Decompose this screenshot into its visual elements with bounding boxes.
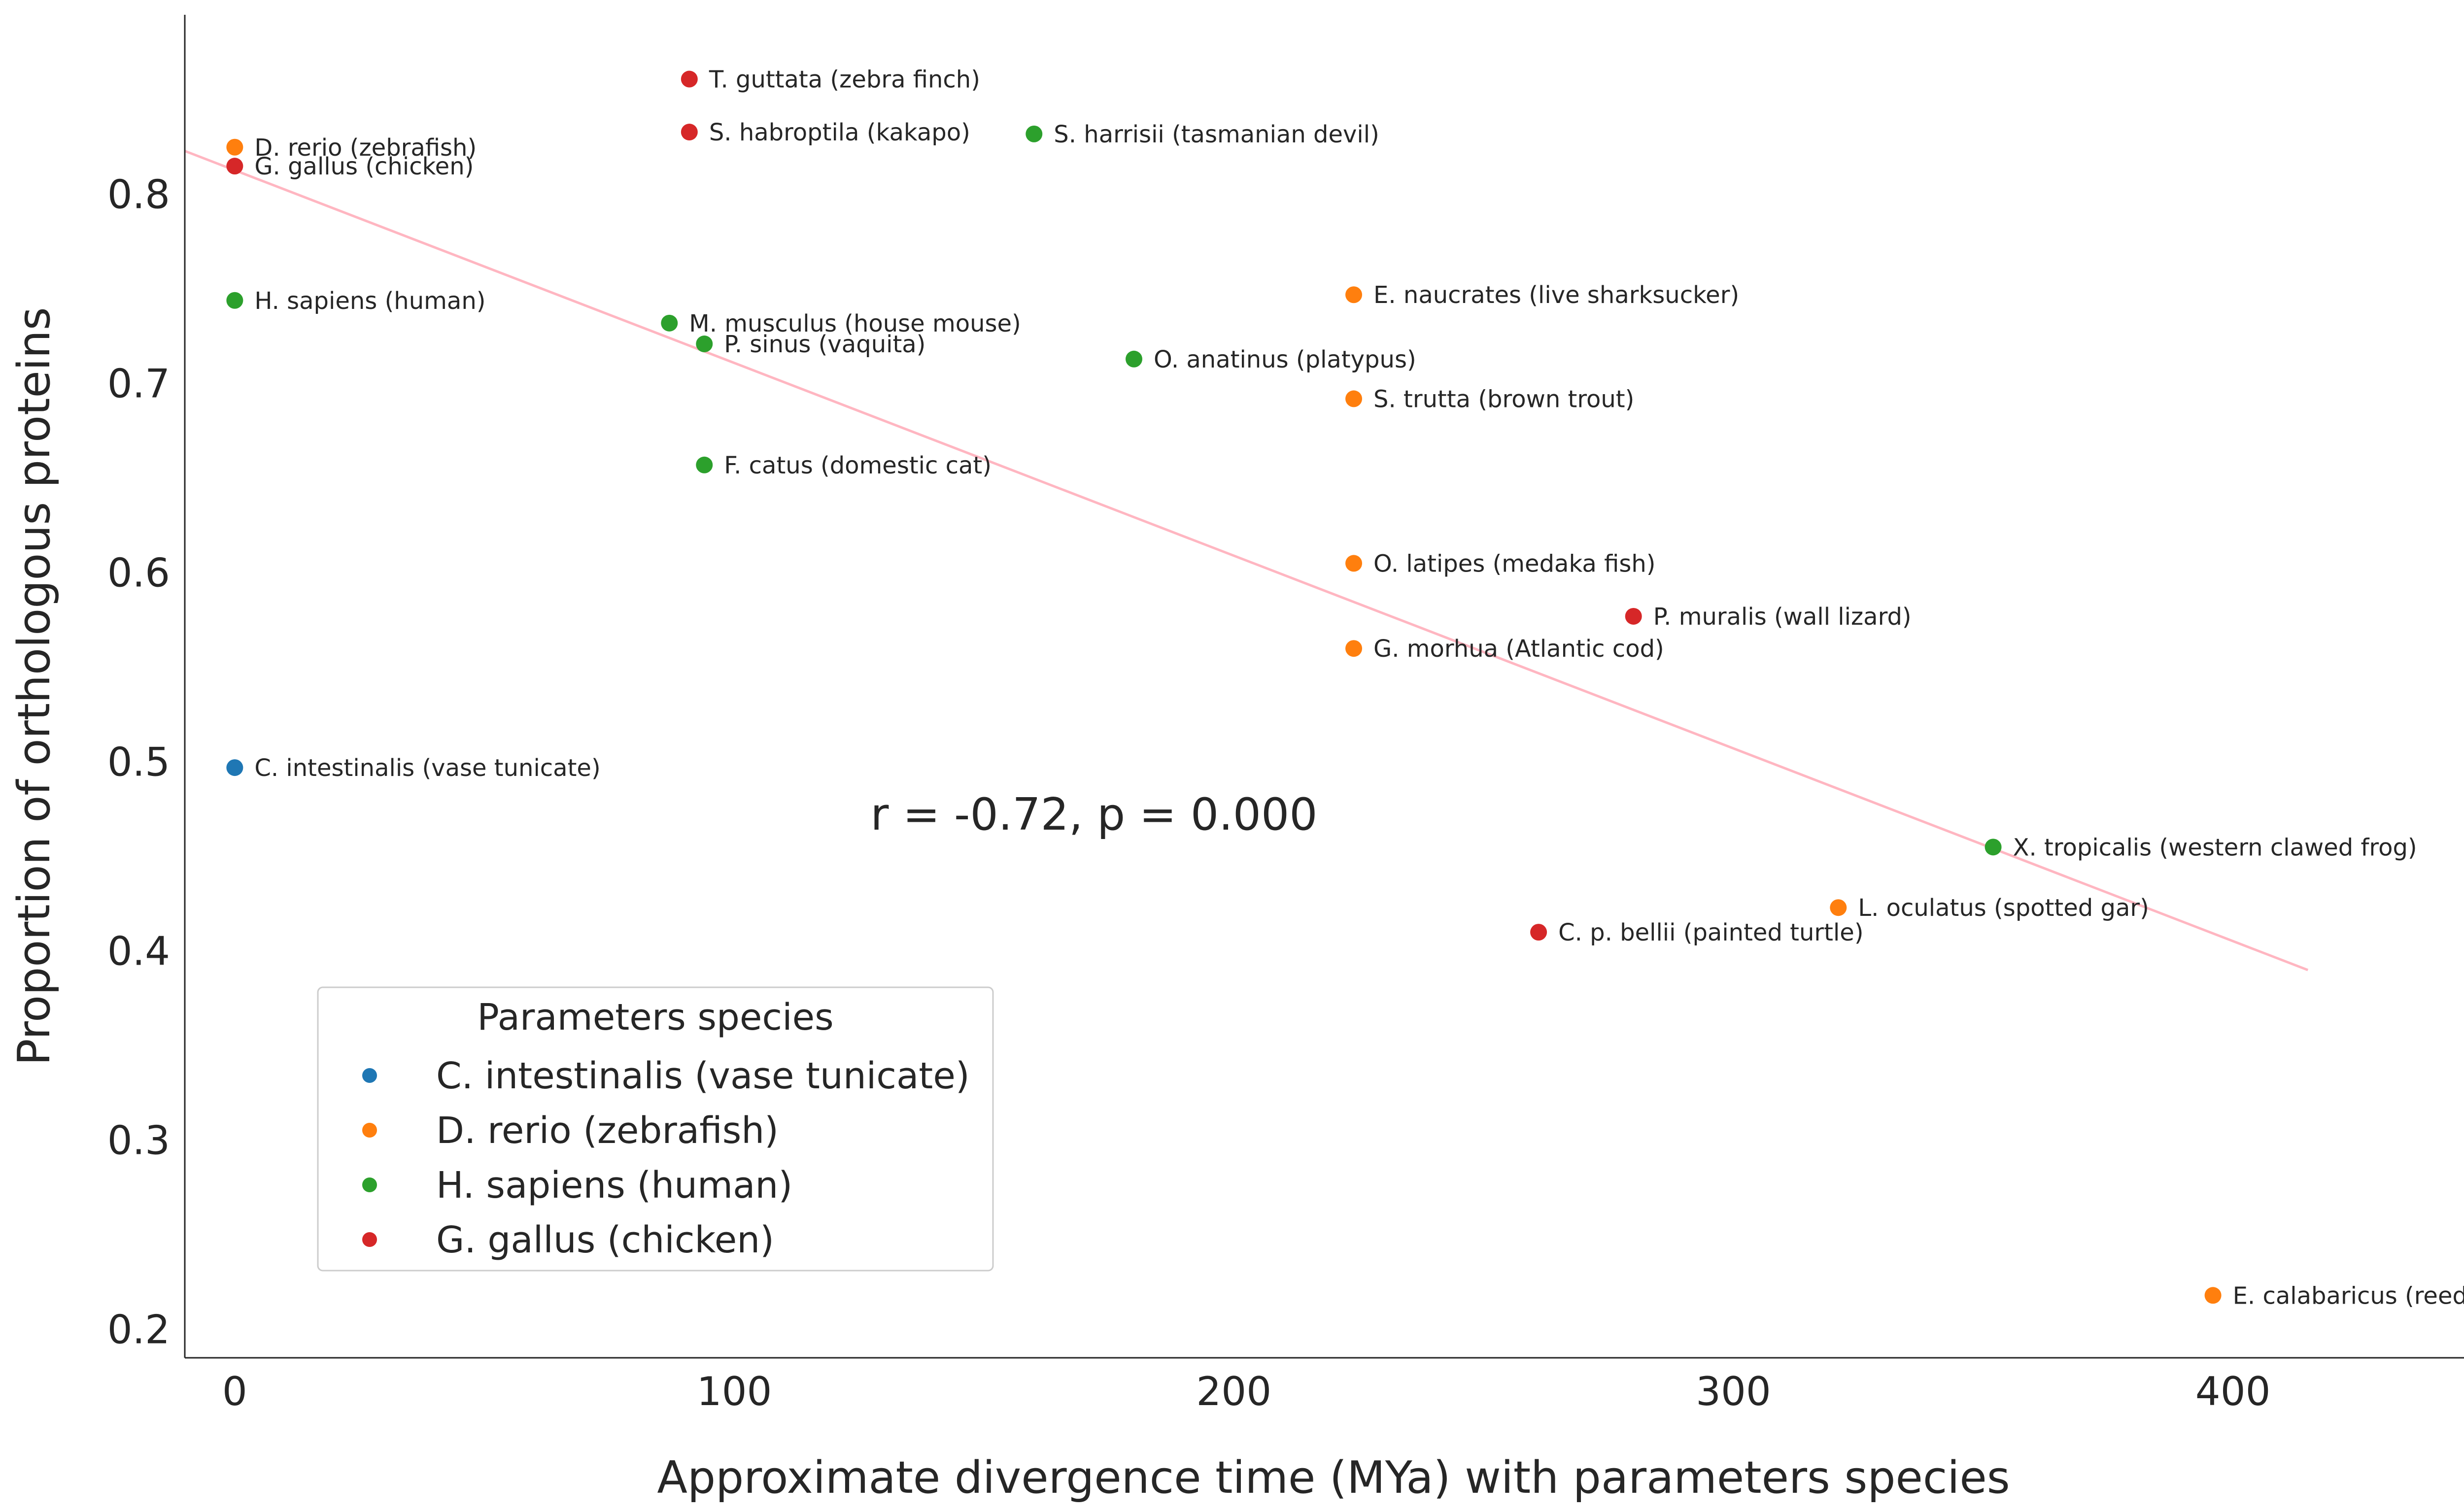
legend-marker: [362, 1177, 377, 1192]
points-layer: [226, 70, 2222, 1304]
point-label: H. sapiens (human): [254, 287, 485, 315]
point-label: T. guttata (zebra finch): [709, 66, 980, 94]
legend-marker: [362, 1068, 377, 1083]
point-label: E. calabaricus (reedfish): [2233, 1282, 2464, 1310]
legend-frame: [317, 986, 994, 1272]
tick-labels: 0 100 200 300 400 0.2 0.3 0.4 0.5 0.6 0.7 0.8: [107, 172, 2271, 1414]
data-point: [661, 314, 678, 332]
point-label: D. rerio (zebrafish): [254, 134, 477, 162]
y-axis-title: Proportion of orthologous proteins: [8, 307, 60, 1065]
x-tick-label: 0: [222, 1369, 247, 1414]
y-tick-label: 0.3: [107, 1117, 170, 1163]
point-labels-layer: D. rerio (zebrafish)G. gallus (chicken)H…: [254, 66, 2464, 1310]
point-label: S. harrisii (tasmanian devil): [1054, 121, 1379, 148]
x-tick-label: 300: [1696, 1369, 1771, 1414]
data-point: [1345, 640, 1363, 657]
point-label: O. latipes (medaka fish): [1373, 550, 1655, 577]
legend: Parameters species C. intestinalis (vase…: [317, 986, 994, 1272]
regression-layer: [184, 150, 2309, 972]
legend-label: G. gallus (chicken): [436, 1219, 774, 1261]
data-point: [1625, 607, 1642, 625]
regression-line: [184, 150, 2309, 972]
data-point: [681, 70, 698, 88]
y-tick-label: 0.5: [107, 739, 170, 785]
point-label: G. morhua (Atlantic cod): [1373, 635, 1664, 663]
data-point: [1530, 924, 1547, 941]
y-tick-label: 0.7: [107, 361, 170, 407]
legend-label: C. intestinalis (vase tunicate): [436, 1055, 970, 1097]
data-point: [1345, 555, 1363, 572]
legend-title: Parameters species: [477, 996, 833, 1039]
data-point: [696, 336, 713, 353]
point-label: G. gallus (chicken): [254, 153, 474, 180]
y-tick-label: 0.2: [107, 1307, 170, 1352]
data-point: [2204, 1287, 2222, 1304]
correlation-annotation: r = -0.72, p = 0.000: [870, 789, 1317, 840]
data-point: [226, 292, 243, 309]
data-point: [1126, 350, 1143, 368]
data-point: [681, 124, 698, 141]
point-label: L. oculatus (spotted gar): [1858, 894, 2149, 922]
data-point: [226, 138, 243, 156]
point-label: S. habroptila (kakapo): [709, 119, 970, 146]
x-axis-title: Approximate divergence time (MYa) with p…: [657, 1452, 2010, 1504]
point-label: X. tropicalis (western clawed frog): [2013, 834, 2417, 861]
x-tick-label: 400: [2195, 1369, 2271, 1414]
point-label: S. trutta (brown trout): [1373, 385, 1634, 413]
point-label: O. anatinus (platypus): [1154, 346, 1416, 373]
data-point: [226, 759, 243, 776]
point-label: C. p. bellii (painted turtle): [1558, 919, 1863, 946]
legend-marker: [362, 1123, 377, 1138]
y-tick-label: 0.4: [107, 929, 170, 974]
legend-label: D. rerio (zebrafish): [436, 1109, 779, 1152]
axes: [184, 15, 2464, 1359]
legend-marker: [362, 1232, 377, 1247]
data-point: [696, 456, 713, 473]
data-point: [226, 158, 243, 175]
legend-label: H. sapiens (human): [436, 1164, 792, 1207]
point-label: F. catus (domestic cat): [724, 452, 992, 479]
y-tick-label: 0.8: [107, 172, 170, 218]
x-tick-label: 200: [1196, 1369, 1271, 1414]
point-label: C. intestinalis (vase tunicate): [254, 754, 600, 782]
data-point: [1026, 125, 1043, 142]
point-label: E. naucrates (live sharksucker): [1373, 281, 1739, 309]
data-point: [1830, 899, 1847, 916]
point-label: P. muralis (wall lizard): [1653, 603, 1912, 631]
data-point: [1345, 390, 1363, 407]
data-point: [1985, 839, 2002, 856]
y-tick-label: 0.6: [107, 550, 170, 596]
point-label: P. sinus (vaquita): [724, 331, 925, 358]
point-label: M. musculus (house mouse): [689, 310, 1021, 337]
data-point: [1345, 286, 1363, 303]
legend-entries: C. intestinalis (vase tunicate) D. rerio …: [362, 1055, 970, 1261]
x-tick-label: 100: [697, 1369, 772, 1414]
